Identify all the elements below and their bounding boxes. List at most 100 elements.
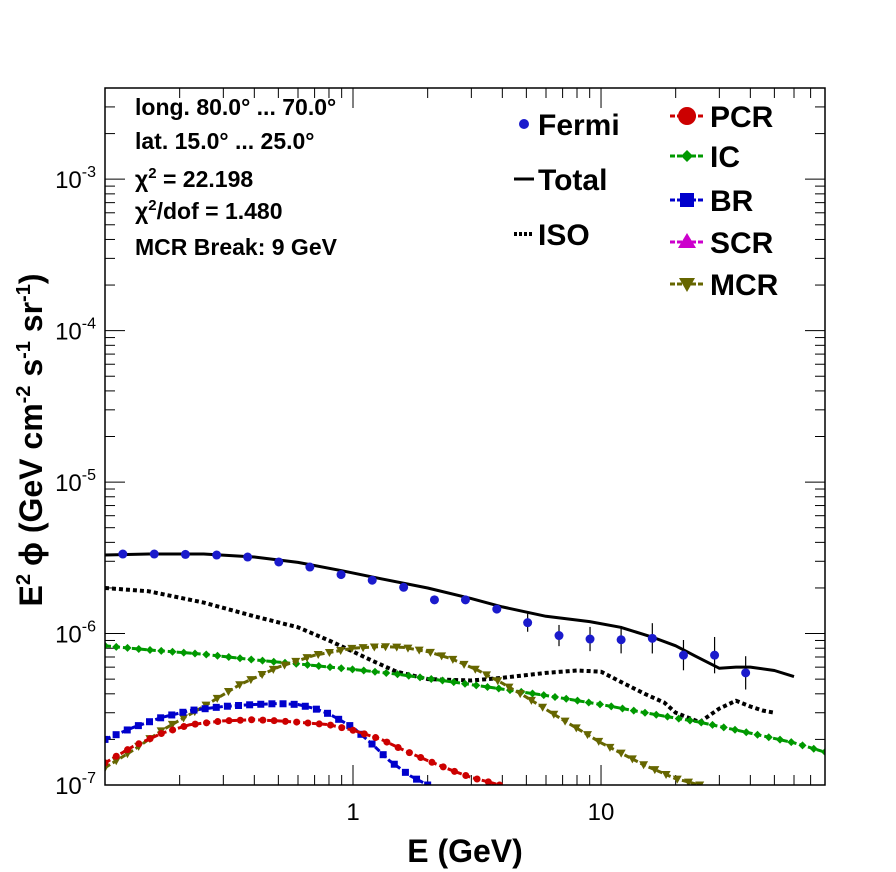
series-marker: [105, 764, 110, 773]
series-marker: [482, 671, 492, 680]
series-marker: [358, 644, 368, 653]
series-marker: [123, 726, 131, 734]
fermi-point: [554, 631, 564, 641]
series-marker: [372, 734, 380, 742]
y-title-cm-sup: -2: [13, 386, 35, 404]
chidof-superscript: 2: [148, 197, 156, 214]
series-marker: [607, 702, 616, 711]
annotation-chi2: χ2 = 22.198: [135, 165, 253, 192]
series-marker: [336, 646, 346, 655]
series-marker: [235, 702, 243, 710]
legend-label-fermi: Fermi: [538, 109, 620, 142]
series-marker: [719, 723, 728, 732]
series-marker: [383, 738, 391, 746]
series-marker: [312, 705, 320, 713]
series-marker: [661, 771, 671, 780]
series-marker: [652, 710, 661, 719]
annotation-block: long. 80.0° ... 70.0° lat. 15.0° ... 25.…: [135, 94, 338, 260]
series-marker: [639, 761, 649, 770]
series-marker: [549, 710, 559, 719]
y-title-e-sup: 2: [13, 574, 35, 585]
series-marker: [539, 691, 548, 700]
series-marker: [235, 681, 245, 690]
series-marker: [809, 744, 818, 753]
series-marker: [105, 735, 109, 743]
legend-marker-fermi: [519, 119, 529, 129]
series-marker: [379, 751, 387, 759]
legend-label-ic: IC: [710, 141, 740, 174]
series-marker: [179, 714, 189, 723]
series-marker: [247, 655, 256, 664]
series-marker: [394, 743, 402, 751]
series-marker: [280, 661, 290, 670]
fermi-point: [647, 633, 657, 643]
series-marker: [246, 676, 256, 685]
series-marker: [594, 737, 604, 746]
series-marker: [787, 738, 796, 747]
fermi-point: [616, 635, 626, 645]
series-marker: [349, 726, 357, 734]
series-marker: [627, 755, 637, 764]
series-marker: [562, 694, 571, 703]
series-marker: [697, 718, 706, 727]
series-marker: [324, 709, 332, 717]
fermi-point: [274, 557, 284, 567]
series-marker: [369, 643, 379, 652]
legend-label-iso: ISO: [538, 219, 590, 252]
tick-labels: 1 10 10-7 10-6 10-5 10-4 10-3: [55, 164, 614, 826]
series-marker: [168, 711, 176, 719]
series-marker: [169, 726, 177, 734]
y-tick-label: 10-4: [55, 316, 96, 346]
series-marker: [338, 724, 346, 732]
chidof-symbol: χ: [135, 198, 149, 224]
series-marker: [663, 712, 672, 721]
series-line-iso: [105, 586, 775, 725]
axis-ticks: [104, 87, 826, 786]
fermi-data-points: [118, 549, 751, 690]
series-marker: [225, 717, 233, 725]
series-marker: [201, 705, 209, 713]
series-marker: [146, 735, 154, 743]
legend-item-ic: IC: [670, 141, 740, 174]
series-marker: [146, 645, 154, 654]
series-marker: [168, 647, 177, 656]
series-marker: [483, 682, 492, 691]
series-marker: [381, 643, 391, 652]
legend-item-fermi: Fermi: [519, 109, 620, 142]
legend-item-mcr: MCR: [670, 269, 779, 302]
series-marker: [258, 656, 267, 665]
series-marker: [146, 718, 154, 726]
series-marker: [224, 653, 233, 662]
fermi-point: [523, 618, 533, 628]
fermi-point: [460, 595, 470, 605]
y-title-sr-sup: -1: [13, 284, 35, 302]
chi2-value: = 22.198: [157, 166, 254, 192]
x-axis-title: E (GeV): [407, 833, 523, 869]
series-marker: [236, 654, 244, 663]
fermi-point: [492, 604, 502, 614]
series-marker: [708, 720, 717, 729]
series-marker: [335, 715, 343, 723]
series-marker: [683, 778, 693, 785]
series-marker: [424, 781, 432, 785]
series-marker: [212, 703, 220, 711]
series-marker: [157, 729, 165, 737]
series-marker: [279, 700, 287, 708]
series-marker: [616, 749, 626, 758]
fermi-point: [710, 650, 720, 660]
series-marker: [404, 671, 413, 680]
annotation-chi2-dof: χ2/dof = 1.480: [135, 197, 283, 224]
series-line-mcr: [105, 645, 701, 785]
series-marker: [526, 696, 536, 705]
series-marker: [390, 760, 398, 768]
series-marker: [413, 775, 421, 783]
series-marker: [290, 700, 298, 708]
series-marker: [213, 651, 222, 660]
series-marker: [753, 730, 762, 739]
series-marker: [821, 748, 825, 757]
series-marker: [337, 664, 346, 673]
series-marker: [695, 781, 705, 785]
series-marker: [212, 694, 222, 703]
series-marker: [473, 775, 481, 783]
